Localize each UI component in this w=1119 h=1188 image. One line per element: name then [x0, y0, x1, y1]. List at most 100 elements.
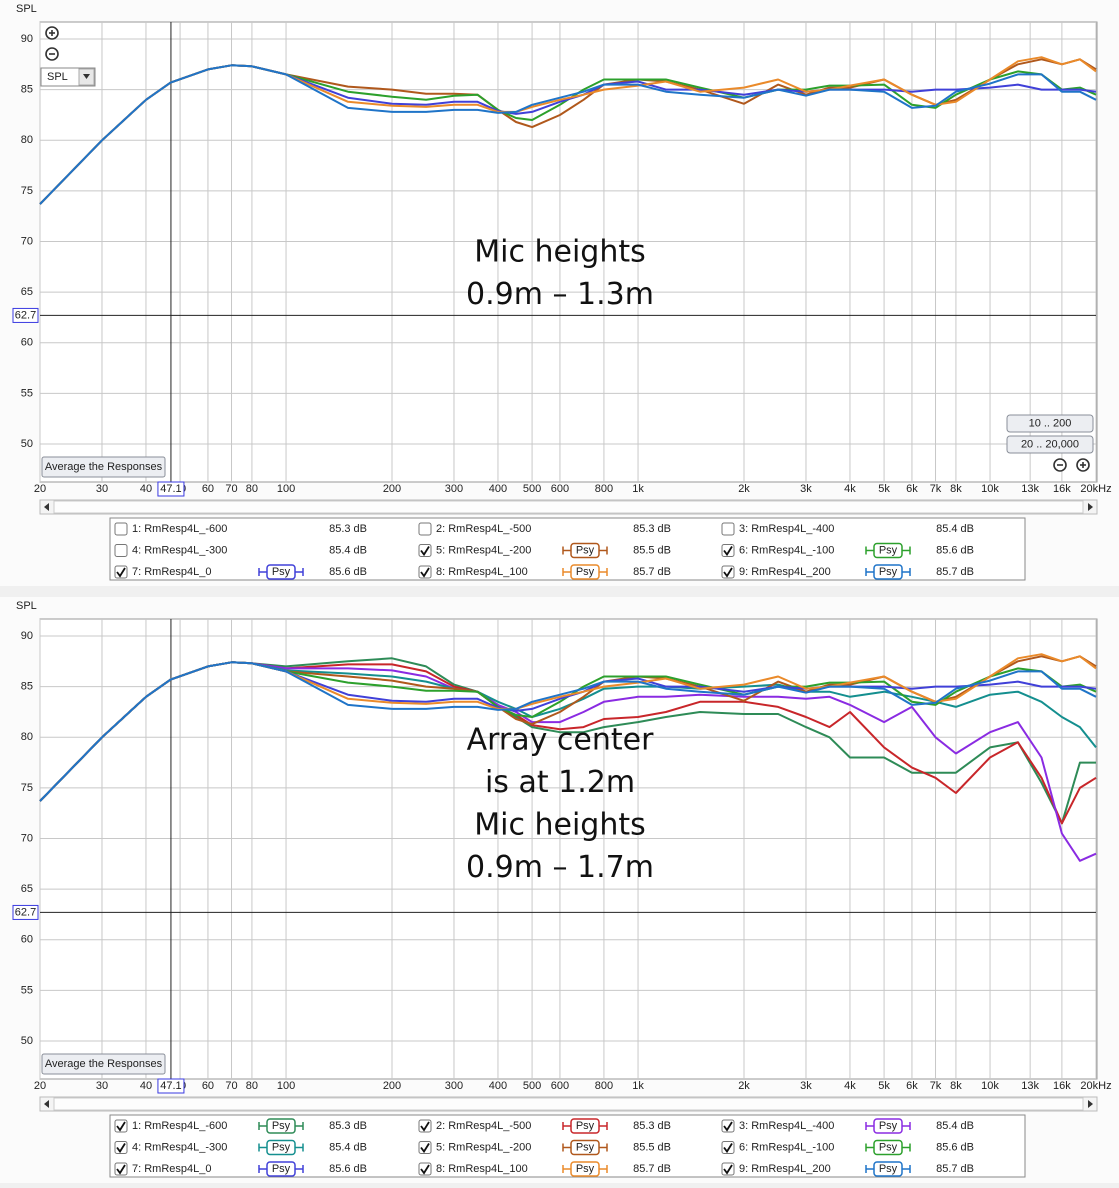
annotation: 0.9m – 1.7m — [466, 850, 654, 885]
average-button[interactable] — [41, 1053, 166, 1075]
smoothing-button[interactable] — [570, 1161, 600, 1177]
smoothing-label: Psy — [879, 1163, 898, 1175]
legend-entry[interactable]: 9: RmResp4L_200 — [739, 566, 831, 578]
smoothing-button[interactable] — [570, 1139, 600, 1156]
legend-checkbox[interactable] — [418, 544, 432, 557]
legend-entry[interactable]: 6: RmResp4L_-100 — [739, 1141, 834, 1153]
cursor-x-label: 47.1 — [160, 1080, 181, 1092]
legend-checkbox[interactable] — [418, 565, 432, 579]
x-tick-label: 20 — [34, 1080, 46, 1092]
smoothing-label: Psy — [272, 1163, 291, 1175]
legend-level: 85.4 dB — [329, 1141, 367, 1153]
legend-entry[interactable]: 3: RmResp4L_-400 — [739, 1120, 834, 1132]
legend-level: 85.6 dB — [329, 566, 367, 578]
legend-level: 85.4 dB — [936, 523, 974, 535]
y-tick-label: 60 — [21, 934, 33, 946]
legend-checkbox[interactable] — [418, 1141, 432, 1154]
legend-entry[interactable]: 2: RmResp4L_-500 — [436, 523, 531, 535]
x-tick-label: 60 — [202, 1080, 214, 1092]
smoothing-button[interactable] — [873, 1118, 903, 1134]
legend-entry[interactable]: 1: RmResp4L_-600 — [132, 523, 227, 535]
legend-entry[interactable]: 4: RmResp4L_-300 — [132, 544, 227, 556]
range-button[interactable] — [1006, 414, 1094, 433]
legend-entry[interactable]: 7: RmResp4L_0 — [132, 566, 212, 578]
x-tick-label: 8k — [950, 483, 962, 495]
x-tick-label: 200 — [383, 1080, 401, 1092]
legend-level: 85.5 dB — [633, 1141, 671, 1153]
y-tick-label: 70 — [21, 832, 33, 844]
legend-checkbox[interactable] — [114, 1162, 128, 1176]
legend-entry[interactable]: 4: RmResp4L_-300 — [132, 1141, 227, 1153]
legend-checkbox[interactable] — [721, 1141, 735, 1154]
x-tick-label: 60 — [202, 483, 214, 495]
legend-checkbox[interactable] — [721, 1119, 735, 1133]
legend-checkbox[interactable] — [721, 565, 735, 579]
legend-checkbox[interactable] — [721, 544, 735, 557]
legend-checkbox[interactable] — [418, 1119, 432, 1133]
x-tick-label: 1k — [632, 1080, 644, 1092]
smoothing-button[interactable] — [873, 1161, 903, 1177]
legend-checkbox[interactable] — [114, 1119, 128, 1133]
legend-entry[interactable]: 2: RmResp4L_-500 — [436, 1120, 531, 1132]
smoothing-button[interactable] — [266, 1139, 296, 1156]
legend-checkbox[interactable] — [721, 1162, 735, 1176]
annotation: Mic heights — [474, 235, 646, 270]
legend-entry[interactable]: 8: RmResp4L_100 — [436, 566, 528, 578]
legend-checkbox[interactable] — [418, 522, 432, 536]
range-button[interactable] — [1006, 435, 1094, 454]
annotation: Mic heights — [474, 808, 646, 843]
legend-entry[interactable]: 1: RmResp4L_-600 — [132, 1120, 227, 1132]
scroll-arrow — [44, 503, 49, 511]
smoothing-button[interactable] — [570, 542, 600, 559]
legend-checkbox[interactable] — [418, 1162, 432, 1176]
smoothing-button[interactable] — [873, 1139, 903, 1156]
legend-entry[interactable]: 5: RmResp4L_-200 — [436, 1141, 531, 1153]
smoothing-button[interactable] — [266, 1161, 296, 1177]
smoothing-button[interactable] — [266, 1118, 296, 1134]
scroll-thumb[interactable] — [53, 500, 1084, 514]
legend-level: 85.3 dB — [329, 523, 367, 535]
legend-entry[interactable]: 5: RmResp4L_-200 — [436, 544, 531, 556]
legend-checkbox[interactable] — [114, 565, 128, 579]
smoothing-button[interactable] — [266, 564, 296, 580]
response-curve — [39, 661, 1097, 802]
smoothing-label: Psy — [576, 1120, 595, 1132]
legend-entry[interactable]: 9: RmResp4L_200 — [739, 1163, 831, 1175]
checkmark — [116, 1121, 126, 1132]
legend-level: 85.4 dB — [936, 1120, 974, 1132]
x-tick-label: 300 — [445, 483, 463, 495]
y-tick-label: 80 — [21, 134, 33, 146]
legend-entry[interactable]: 6: RmResp4L_-100 — [739, 544, 834, 556]
smoothing-label: Psy — [272, 1141, 291, 1153]
legend-checkbox[interactable] — [114, 522, 128, 536]
legend-entry[interactable]: 7: RmResp4L_0 — [132, 1163, 212, 1175]
x-tick-label: 800 — [595, 1080, 613, 1092]
smoothing-button[interactable] — [570, 564, 600, 580]
legend-checkbox[interactable] — [721, 522, 735, 536]
y-tick-label: 55 — [21, 387, 33, 399]
x-tick-label: 20kHz — [1080, 1080, 1111, 1092]
unit-dropdown-label: SPL — [47, 71, 68, 83]
legend-checkbox[interactable] — [114, 1141, 128, 1154]
y-tick-label: 65 — [21, 883, 33, 895]
smoothing-button[interactable] — [873, 564, 903, 580]
smoothing-button[interactable] — [873, 542, 903, 559]
x-tick-label: 4k — [844, 1080, 856, 1092]
legend-checkbox[interactable] — [114, 544, 128, 557]
x-tick-label: 300 — [445, 1080, 463, 1092]
legend-level: 85.7 dB — [936, 566, 974, 578]
smoothing-button[interactable] — [570, 1118, 600, 1134]
legend-level: 85.6 dB — [936, 544, 974, 556]
x-tick-label: 7k — [930, 1080, 942, 1092]
checkmark — [723, 567, 733, 578]
legend-entry[interactable]: 3: RmResp4L_-400 — [739, 523, 834, 535]
x-tick-label: 20kHz — [1080, 483, 1111, 495]
checkmark — [723, 1143, 733, 1154]
legend-level: 85.6 dB — [329, 1163, 367, 1175]
scroll-arrow — [44, 1100, 49, 1108]
legend-entry[interactable]: 8: RmResp4L_100 — [436, 1163, 528, 1175]
cursor-x-box — [157, 481, 185, 497]
scroll-thumb[interactable] — [53, 1097, 1084, 1111]
average-button[interactable] — [41, 456, 166, 478]
x-tick-label: 100 — [277, 483, 295, 495]
